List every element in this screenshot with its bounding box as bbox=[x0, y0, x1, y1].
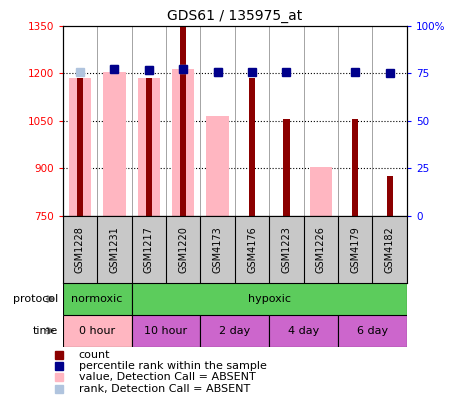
Text: GSM4179: GSM4179 bbox=[350, 226, 360, 273]
Text: percentile rank within the sample: percentile rank within the sample bbox=[79, 361, 266, 371]
Bar bbox=[338, 315, 407, 346]
Text: 4 day: 4 day bbox=[288, 326, 319, 336]
Bar bbox=[63, 283, 132, 315]
Bar bbox=[172, 69, 194, 216]
Bar bbox=[310, 167, 332, 216]
Bar bbox=[132, 315, 200, 346]
Bar bbox=[386, 176, 393, 216]
Bar bbox=[200, 315, 269, 346]
Text: GSM1228: GSM1228 bbox=[75, 226, 85, 273]
Bar bbox=[352, 119, 359, 216]
Bar bbox=[206, 116, 229, 216]
Text: 6 day: 6 day bbox=[357, 326, 388, 336]
Text: protocol: protocol bbox=[13, 294, 58, 304]
Bar bbox=[77, 78, 83, 216]
Text: GSM1231: GSM1231 bbox=[109, 226, 120, 273]
Bar bbox=[103, 72, 126, 216]
Text: 2 day: 2 day bbox=[219, 326, 251, 336]
Bar bbox=[132, 283, 407, 315]
Bar bbox=[138, 78, 160, 216]
Bar bbox=[69, 78, 91, 216]
Text: GSM1220: GSM1220 bbox=[178, 226, 188, 273]
Text: normoxic: normoxic bbox=[72, 294, 123, 304]
Bar bbox=[146, 78, 152, 216]
Bar bbox=[249, 78, 255, 216]
Bar bbox=[63, 315, 132, 346]
Title: GDS61 / 135975_at: GDS61 / 135975_at bbox=[167, 10, 302, 23]
Text: count: count bbox=[79, 350, 110, 360]
Text: rank, Detection Call = ABSENT: rank, Detection Call = ABSENT bbox=[79, 384, 250, 394]
Text: 10 hour: 10 hour bbox=[145, 326, 187, 336]
Text: GSM1226: GSM1226 bbox=[316, 226, 326, 273]
Text: GSM1223: GSM1223 bbox=[281, 226, 292, 273]
Bar bbox=[269, 315, 338, 346]
Text: GSM4173: GSM4173 bbox=[213, 226, 223, 273]
Bar bbox=[283, 119, 290, 216]
Text: time: time bbox=[33, 326, 58, 336]
Text: GSM4176: GSM4176 bbox=[247, 226, 257, 273]
Text: 0 hour: 0 hour bbox=[79, 326, 115, 336]
Text: GSM4182: GSM4182 bbox=[385, 226, 395, 273]
Text: hypoxic: hypoxic bbox=[248, 294, 291, 304]
Text: GSM1217: GSM1217 bbox=[144, 226, 154, 273]
Bar bbox=[180, 27, 186, 216]
Text: value, Detection Call = ABSENT: value, Detection Call = ABSENT bbox=[79, 372, 255, 382]
